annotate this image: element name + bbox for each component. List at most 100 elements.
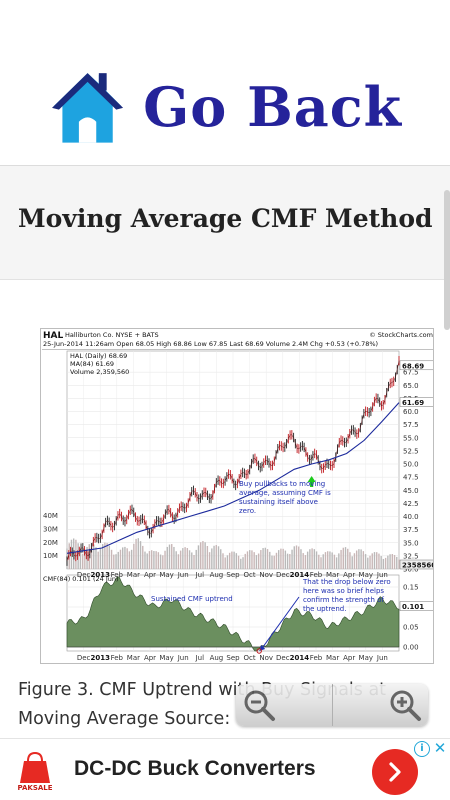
cmf-x-tick: Apr (144, 654, 156, 662)
volume-bar (315, 551, 318, 569)
ma-line (66, 402, 400, 554)
volume-bar (367, 557, 369, 569)
price-x-tick: Oct (244, 571, 256, 579)
volume-bar (101, 544, 104, 569)
cmf-dip-marker (256, 648, 262, 654)
ad-info-icon[interactable]: i (414, 741, 430, 757)
price-tick-label: 32.5 (403, 552, 419, 560)
volume-bar (148, 551, 151, 569)
volume-bar (369, 555, 371, 569)
cmf-legend: CMF(84) 0.101 (24 Jun) (43, 575, 119, 583)
price-x-tick: Aug (210, 571, 224, 579)
volume-bar (191, 552, 193, 569)
volume-bar (373, 552, 376, 569)
volume-bar (275, 552, 278, 569)
volume-bar (139, 541, 142, 569)
cmf-x-tick: Feb (310, 654, 323, 662)
volume-bar (382, 558, 385, 569)
volume-bar (360, 549, 362, 569)
volume-bar (173, 546, 175, 569)
volume-bar (99, 548, 102, 569)
volume-bar (333, 554, 336, 569)
title-band: Moving Average CMF Method (0, 166, 450, 280)
volume-bar (208, 552, 211, 569)
price-badge-box (399, 360, 433, 371)
site-header: Go Back (0, 18, 450, 166)
cmf-x-tick: Mar (326, 654, 339, 662)
volume-bar (199, 542, 202, 569)
price-tick-label: 65.0 (403, 382, 419, 390)
volume-bar (226, 555, 229, 569)
scrollbar-thumb[interactable] (444, 190, 450, 330)
price-x-tick: Dec (276, 571, 290, 579)
price-x-tick: Jul (195, 571, 205, 579)
volume-bar (353, 553, 356, 569)
volume-bar (197, 545, 200, 569)
price-tick-label: 60.0 (403, 408, 419, 416)
volume-bar (282, 548, 284, 569)
volume-bar (320, 557, 322, 569)
volume-bar (284, 550, 287, 569)
go-back-logo[interactable]: Go Back (52, 54, 402, 160)
ad-banner[interactable]: PAKSALE DC-DC Buck Converters i ✕ (0, 738, 450, 800)
cmf-x-tick: May (359, 654, 373, 662)
chart-header-rule (42, 349, 433, 350)
legend-ma: MA(84) 61.69 (70, 360, 114, 368)
annotation-buy-pullbacks: zero. (239, 507, 256, 515)
volume-bar (142, 545, 144, 569)
volume-bar (269, 551, 271, 569)
volume-bar (195, 549, 197, 569)
volume-bar (349, 552, 351, 569)
ad-go-button[interactable] (372, 749, 418, 795)
price-tick-label: 37.5 (403, 526, 419, 534)
volume-bar (338, 553, 340, 569)
zoom-in-button[interactable] (332, 684, 428, 726)
annotation-drop-below-zero: here was so brief helps (303, 587, 384, 595)
cmf-x-tick: Dec (276, 654, 290, 662)
volume-bar (106, 543, 108, 569)
zoom-out-button[interactable] (236, 684, 333, 726)
price-x-tick: Feb (111, 571, 124, 579)
cmf-x-tick: Oct (244, 654, 256, 662)
volume-bar (171, 544, 173, 569)
cmf-x-tick: Nov (259, 654, 273, 662)
volume-bar (108, 545, 111, 569)
cmf-x-tick: Aug (210, 654, 224, 662)
volume-bar (393, 554, 396, 569)
volume-bar (186, 548, 189, 569)
cmf-x-tick: Jul (195, 654, 205, 662)
volume-bar (224, 557, 226, 569)
volume-bar (135, 538, 137, 569)
volume-bar (93, 544, 95, 569)
stock-chart: HAL Halliburton Co. NYSE + BATS © StockCha… (42, 331, 433, 662)
volume-bar (371, 553, 373, 569)
ad-close-icon[interactable]: ✕ (433, 739, 447, 757)
volume-bar (213, 545, 215, 569)
price-x-tick: May (159, 571, 173, 579)
volume-bar (257, 553, 260, 569)
annotation-buy-pullbacks: Buy pullbacks to moving (239, 480, 325, 488)
volume-bar (233, 551, 235, 569)
chart-quote-line: 25-Jun-2014 11:26am Open 68.05 High 68.8… (43, 340, 378, 348)
price-tick-label: 30.0 (403, 566, 419, 574)
volume-bar (302, 553, 304, 569)
price-x-tick: Jun (376, 571, 388, 579)
volume-bar (175, 551, 177, 569)
volume-bar (329, 551, 331, 569)
volume-bar (81, 553, 84, 569)
price-x-tick: Sep (226, 571, 240, 579)
chevron-right-icon (389, 762, 401, 782)
volume-bar (126, 548, 128, 569)
volume-bar (335, 557, 338, 569)
zoom-controls (236, 684, 428, 726)
volume-bar (313, 549, 316, 569)
price-x-tick: Feb (310, 571, 323, 579)
ad-text[interactable]: DC-DC Buck Converters (74, 757, 316, 780)
volume-bar (304, 555, 307, 569)
volume-bar (266, 549, 269, 569)
ma-badge: 61.69 (402, 399, 424, 407)
price-tick-label: 67.5 (403, 369, 419, 377)
volume-bar (344, 547, 347, 569)
volume-bar (184, 547, 186, 569)
